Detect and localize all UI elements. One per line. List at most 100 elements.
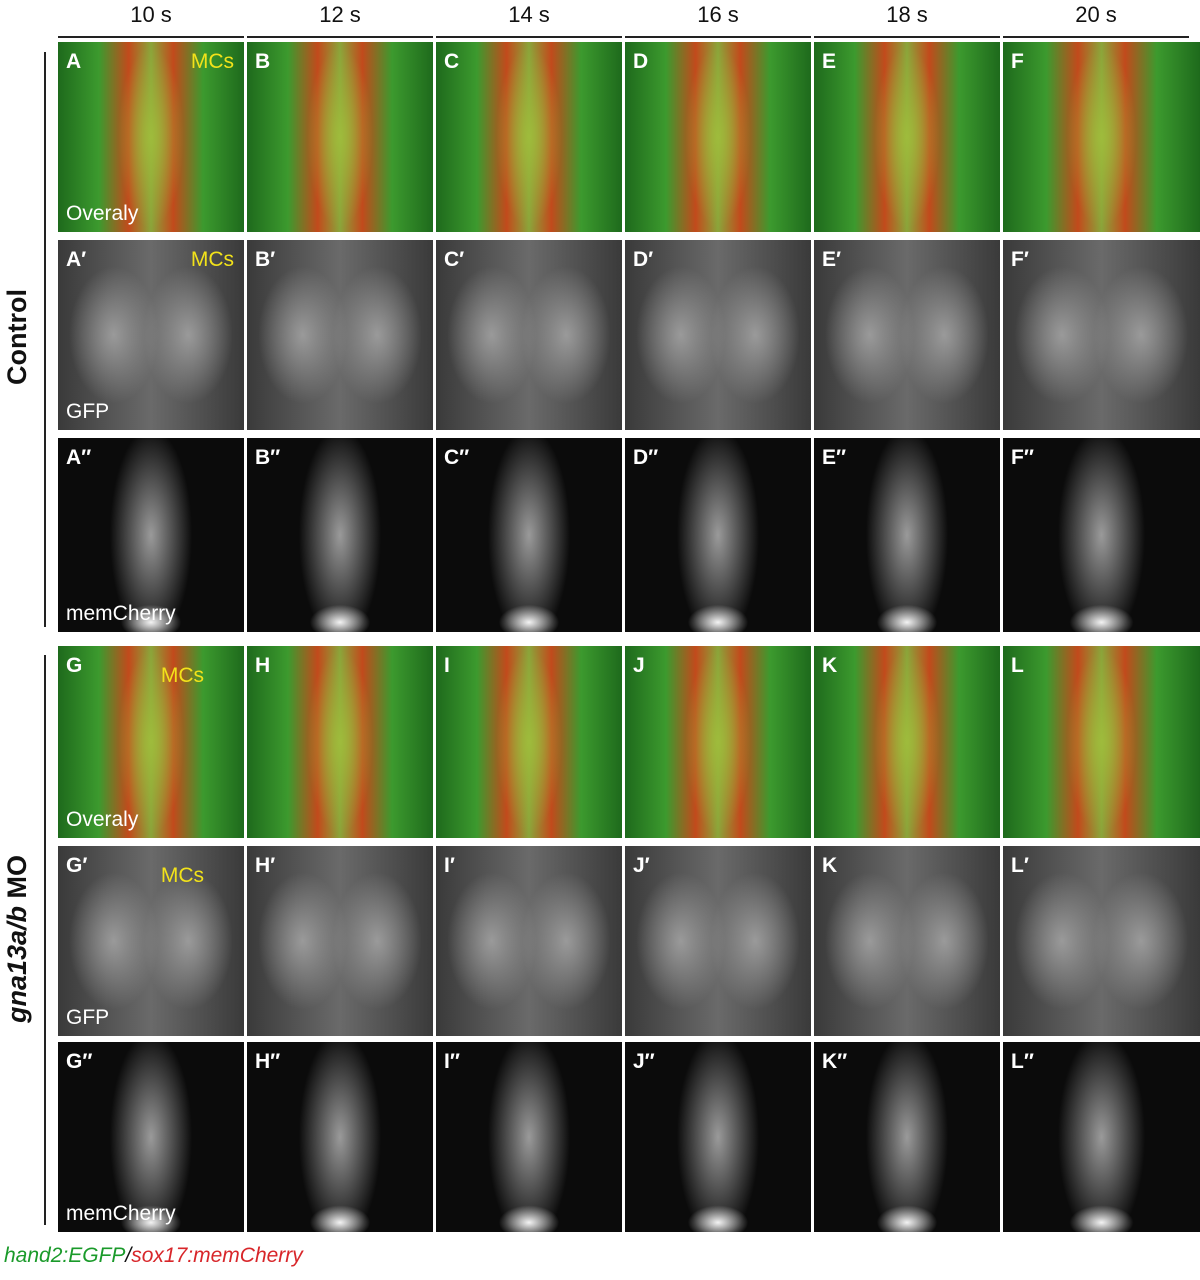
image-panel: K — [814, 846, 1000, 1036]
image-panel: L — [1003, 646, 1200, 838]
channel-label: Overaly — [66, 202, 139, 225]
panel-label: K — [822, 654, 838, 677]
image-panel: B — [247, 42, 433, 232]
image-panel: A′ GFP MCs — [58, 240, 244, 430]
region-label: MCs — [190, 50, 234, 73]
legend-separator: / — [125, 1244, 132, 1267]
channel-label: memCherry — [66, 602, 176, 625]
image-panel: H′ — [247, 846, 433, 1036]
panel-label: E — [822, 50, 837, 73]
image-panel: H — [247, 646, 433, 838]
panel-label: E″ — [822, 446, 847, 469]
panel-label: C′ — [444, 248, 465, 271]
panel-label: A — [66, 50, 82, 73]
image-panel: E″ — [814, 438, 1000, 632]
panel-label: B′ — [255, 248, 276, 271]
image-panel: I″ — [436, 1042, 622, 1232]
image-panel: D — [625, 42, 811, 232]
image-panel: I — [436, 646, 622, 838]
panel-label: I′ — [444, 854, 455, 877]
panel-label: A′ — [66, 248, 87, 271]
image-panel: H″ — [247, 1042, 433, 1232]
group-label-italic: gna13a/b — [2, 905, 32, 1024]
legend: hand2:EGFP/sox17:memCherry — [4, 1244, 303, 1268]
legend-red: sox17:memCherry — [131, 1244, 303, 1267]
image-panel: K — [814, 646, 1000, 838]
image-panel: B″ — [247, 438, 433, 632]
group-bracket — [44, 52, 46, 627]
panel-label: L′ — [1011, 854, 1029, 877]
image-panel: C″ — [436, 438, 622, 632]
column-rule — [625, 36, 811, 38]
legend-green: hand2:EGFP — [4, 1244, 126, 1267]
panel-label: D″ — [633, 446, 659, 469]
panel-label: H′ — [255, 854, 276, 877]
image-panel: L″ — [1003, 1042, 1200, 1232]
column-header: 12 s — [319, 2, 361, 27]
panel-label: D′ — [633, 248, 654, 271]
column-rule — [247, 36, 433, 38]
group-label: Control — [2, 42, 33, 632]
image-panel: K″ — [814, 1042, 1000, 1232]
image-panel: J′ — [625, 846, 811, 1036]
panel-label: J′ — [633, 854, 650, 877]
group-label-text: MO — [2, 854, 32, 899]
panel-label: F″ — [1011, 446, 1034, 469]
column-rule — [1003, 36, 1189, 38]
panel-label: G — [66, 654, 83, 677]
panel-label: I — [444, 654, 450, 677]
column-rule — [58, 36, 244, 38]
column-header: 20 s — [1075, 2, 1117, 27]
panel-label: B″ — [255, 446, 281, 469]
panel-label: F — [1011, 50, 1024, 73]
image-panel: D′ — [625, 240, 811, 430]
image-panel: A″ memCherry — [58, 438, 244, 632]
image-panel: F″ — [1003, 438, 1200, 632]
panel-label: C — [444, 50, 460, 73]
region-label: MCs — [190, 248, 234, 271]
panel-label: K — [822, 854, 838, 877]
image-panel: I′ — [436, 846, 622, 1036]
panel-label: I″ — [444, 1050, 460, 1073]
image-panel: A Overaly MCs — [58, 42, 244, 232]
image-panel: E — [814, 42, 1000, 232]
image-panel: G Overaly MCs — [58, 646, 244, 838]
column-header: 18 s — [886, 2, 928, 27]
panel-label: H″ — [255, 1050, 281, 1073]
image-panel: L′ — [1003, 846, 1200, 1036]
image-panel: F′ — [1003, 240, 1200, 430]
panel-label: J — [633, 654, 645, 677]
image-panel: C′ — [436, 240, 622, 430]
panel-label: A″ — [66, 446, 92, 469]
panel-label: D — [633, 50, 649, 73]
panel-label: G″ — [66, 1050, 93, 1073]
panel-label: E′ — [822, 248, 842, 271]
region-label: MCs — [160, 864, 204, 887]
channel-label: memCherry — [66, 1202, 176, 1225]
panel-label: C″ — [444, 446, 470, 469]
image-panel: J″ — [625, 1042, 811, 1232]
panel-label: H — [255, 654, 271, 677]
panel-label: J″ — [633, 1050, 655, 1073]
image-panel: D″ — [625, 438, 811, 632]
group-label-text: Control — [2, 289, 32, 385]
column-rule — [436, 36, 622, 38]
panel-label: K″ — [822, 1050, 848, 1073]
group-label: gna13a/b MO — [2, 646, 33, 1232]
channel-label: GFP — [66, 1006, 110, 1029]
image-panel: F — [1003, 42, 1200, 232]
panel-label: L — [1011, 654, 1024, 677]
image-panel: G″ memCherry — [58, 1042, 244, 1232]
image-panel: C — [436, 42, 622, 232]
column-header: 14 s — [508, 2, 550, 27]
channel-label: GFP — [66, 400, 110, 423]
column-rule — [814, 36, 1000, 38]
panel-label: B — [255, 50, 271, 73]
image-panel: B′ — [247, 240, 433, 430]
panel-label: F′ — [1011, 248, 1029, 271]
image-panel: J — [625, 646, 811, 838]
region-label: MCs — [160, 664, 204, 687]
channel-label: Overaly — [66, 808, 139, 831]
column-header: 16 s — [697, 2, 739, 27]
